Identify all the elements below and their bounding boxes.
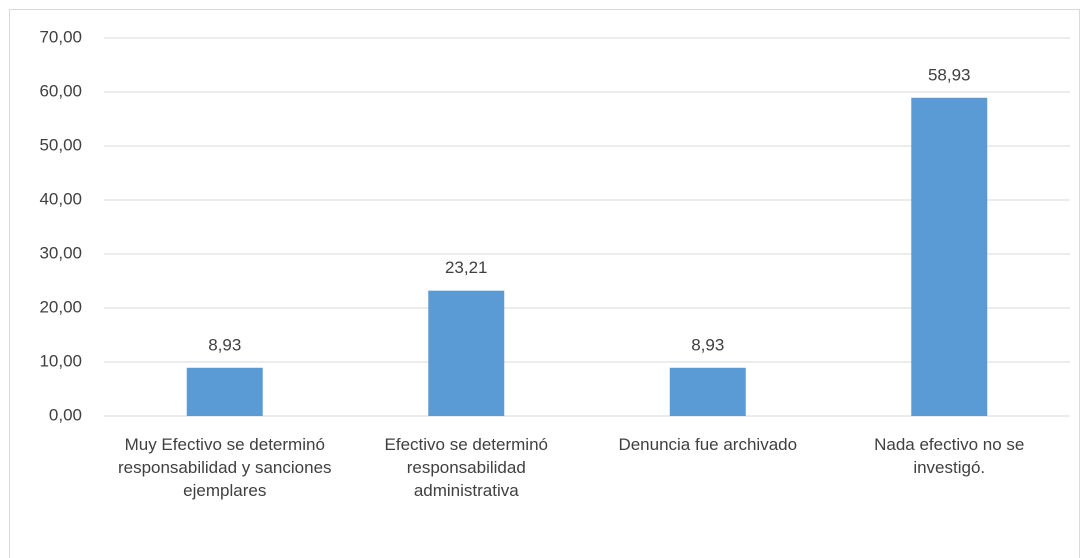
bar: [911, 97, 988, 416]
y-tick-label: 50,00: [39, 135, 82, 154]
value-label: 58,93: [928, 65, 971, 84]
y-tick-label: 20,00: [39, 297, 82, 316]
y-tick-label: 10,00: [39, 351, 82, 370]
x-tick-label: Nada efectivo no se investigó.: [874, 435, 1025, 477]
x-tick-label: Denuncia fue archivado: [618, 435, 798, 454]
x-tick-label: Efectivo se determinó responsabilidad ad…: [384, 435, 548, 500]
x-tick-label: Muy Efectivo se determinó responsabilida…: [117, 435, 332, 500]
y-tick-label: 40,00: [39, 189, 82, 208]
value-label: 8,93: [208, 335, 241, 354]
value-label: 23,21: [445, 258, 488, 277]
bar: [428, 290, 505, 416]
chart-border: [9, 9, 1080, 558]
y-tick-label: 70,00: [39, 27, 82, 46]
y-tick-label: 30,00: [39, 243, 82, 262]
y-tick-label: 60,00: [39, 81, 82, 100]
value-label: 8,93: [691, 335, 724, 354]
bar: [669, 367, 746, 416]
bar: [186, 367, 263, 416]
y-tick-label: 0,00: [49, 405, 82, 424]
